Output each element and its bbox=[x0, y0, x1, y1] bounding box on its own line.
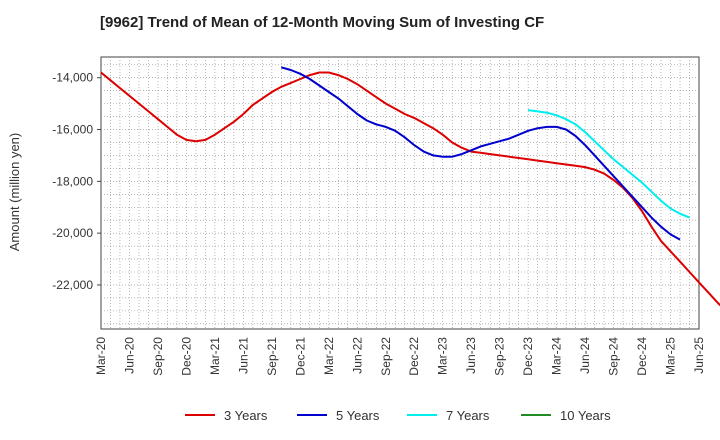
chart-title: [9962] Trend of Mean of 12-Month Moving … bbox=[100, 14, 545, 31]
legend-label: 10 Years bbox=[560, 408, 611, 423]
y-axis-title: Amount (million yen) bbox=[7, 133, 22, 252]
grid-lines bbox=[101, 57, 699, 329]
plot-area bbox=[100, 56, 700, 330]
legend-label: 7 Years bbox=[446, 408, 490, 423]
legend-label: 3 Years bbox=[224, 408, 268, 423]
y-tick-label: -20,000 bbox=[52, 226, 93, 240]
series-lines bbox=[100, 66, 720, 307]
series-line-3-years bbox=[100, 71, 720, 307]
legend: 3 Years 5 Years 7 Years 10 Years bbox=[185, 408, 611, 423]
y-tick-label: -14,000 bbox=[52, 71, 93, 85]
x-tick-label: Dec-22 bbox=[407, 337, 421, 376]
y-tick-label: -16,000 bbox=[52, 123, 93, 137]
x-tick-label: Dec-20 bbox=[179, 337, 193, 376]
y-tick-label: -22,000 bbox=[52, 278, 93, 292]
series-line-5-years bbox=[281, 66, 681, 241]
x-tick-label: Dec-24 bbox=[635, 337, 649, 376]
x-tick-label: Sep-23 bbox=[493, 337, 507, 376]
x-tick-label: Mar-23 bbox=[436, 337, 450, 375]
x-tick-label: Mar-20 bbox=[94, 337, 108, 375]
x-tick-label: Mar-25 bbox=[664, 337, 678, 375]
x-tick-label: Dec-21 bbox=[293, 337, 307, 376]
y-tick-labels: -14,000 -16,000 -18,000 -20,000 -22,000 bbox=[52, 71, 101, 292]
x-tick-label: Jun-22 bbox=[350, 337, 364, 374]
x-tick-label: Sep-20 bbox=[151, 337, 165, 376]
x-tick-labels: Mar-20 Jun-20 Sep-20 Dec-20 Mar-21 Jun-21 Sep-… bbox=[94, 337, 706, 376]
x-tick-label: Dec-23 bbox=[521, 337, 535, 376]
legend-label: 5 Years bbox=[336, 408, 380, 423]
x-tick-label: Jun-21 bbox=[236, 337, 250, 374]
x-tick-label: Sep-21 bbox=[265, 337, 279, 376]
x-tick-label: Jun-20 bbox=[122, 337, 136, 374]
y-tick-label: -18,000 bbox=[52, 174, 93, 188]
x-tick-label: Mar-21 bbox=[208, 337, 222, 375]
x-tick-label: Mar-22 bbox=[322, 337, 336, 375]
x-tick-label: Sep-24 bbox=[607, 337, 621, 376]
x-tick-label: Jun-23 bbox=[464, 337, 478, 374]
x-tick-label: Mar-24 bbox=[550, 337, 564, 375]
x-tick-label: Sep-22 bbox=[379, 337, 393, 376]
x-tick-label: Jun-24 bbox=[578, 337, 592, 374]
x-tick-label: Jun-25 bbox=[692, 337, 706, 374]
series-line-7-years bbox=[527, 109, 690, 219]
